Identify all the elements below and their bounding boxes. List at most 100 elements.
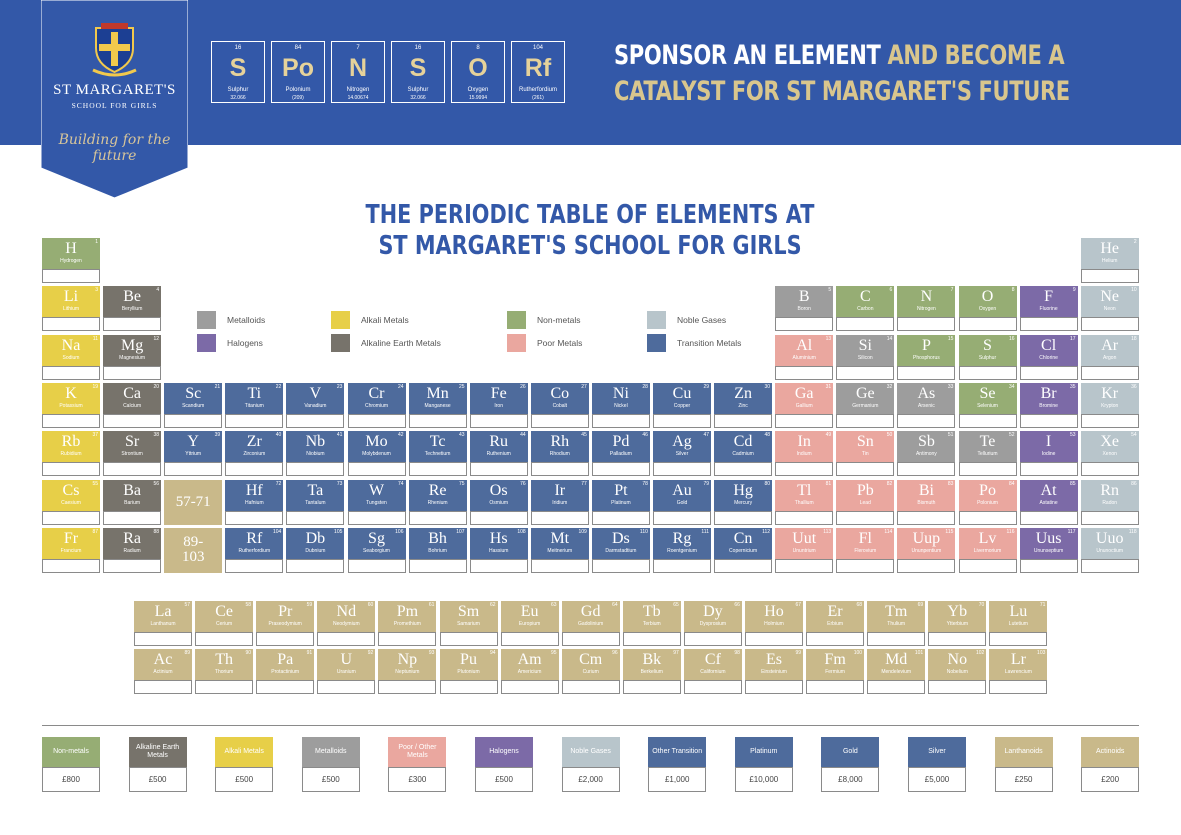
sponsor-name-box[interactable] [1019,413,1078,428]
element-te[interactable]: Te Tellurium 52 [958,431,1017,477]
element-ne[interactable]: Ne Neon 10 [1080,286,1139,332]
element-ti[interactable]: Ti Titanium 22 [225,382,284,428]
element-pt[interactable]: Pt Platinum 78 [591,479,650,525]
sponsor-name-box[interactable] [836,317,895,332]
sponsor-name-box[interactable] [867,680,926,694]
element-zn[interactable]: Zn Zinc 30 [714,382,773,428]
sponsor-name-box[interactable] [347,558,406,573]
element-er[interactable]: Er Erbium 68 [806,601,865,646]
element-cu[interactable]: Cu Copper 29 [653,382,711,428]
sponsor-name-box[interactable] [591,510,650,525]
sponsor-name-box[interactable] [989,680,1048,694]
sponsor-name-box[interactable] [469,462,528,477]
sponsor-name-box[interactable] [958,462,1017,477]
element-fl[interactable]: Fl Flerovium 114 [836,527,895,573]
sponsor-name-box[interactable] [286,413,345,428]
element-c[interactable]: C Carbon 6 [836,286,895,332]
element-fm[interactable]: Fm Fermium 100 [806,649,865,694]
sponsor-name-box[interactable] [164,462,223,477]
element-xe[interactable]: Xe Xenon 54 [1080,431,1139,477]
sponsor-name-box[interactable] [836,413,895,428]
sponsor-name-box[interactable] [745,680,803,694]
sponsor-name-box[interactable] [469,413,528,428]
sponsor-name-box[interactable] [653,510,711,525]
element-w[interactable]: W Tungsten 74 [347,479,406,525]
element-pb[interactable]: Pb Lead 82 [836,479,895,525]
sponsor-name-box[interactable] [714,462,773,477]
sponsor-name-box[interactable] [42,462,100,477]
element-as[interactable]: As Arsenic 33 [897,382,956,428]
element-hg[interactable]: Hg Mercury 80 [714,479,773,525]
element-tl[interactable]: Tl Thallium 81 [775,479,834,525]
element-hs[interactable]: Hs Hassium 108 [469,527,528,573]
sponsor-name-box[interactable] [317,680,376,694]
element-ca[interactable]: Ca Calcium 20 [103,382,162,428]
element-ba[interactable]: Ba Barium 56 [103,479,162,525]
element-at[interactable]: At Astatine 85 [1019,479,1078,525]
sponsor-name-box[interactable] [1080,413,1139,428]
sponsor-name-box[interactable] [958,558,1017,573]
sponsor-name-box[interactable] [1080,558,1139,573]
sponsor-name-box[interactable] [500,632,559,646]
element-au[interactable]: Au Gold 79 [653,479,711,525]
element-uup[interactable]: Uup Ununpentium 115 [897,527,956,573]
element-s[interactable]: S Sulphur 16 [958,334,1017,380]
sponsor-name-box[interactable] [469,510,528,525]
sponsor-name-box[interactable] [714,558,773,573]
sponsor-name-box[interactable] [42,365,100,380]
sponsor-name-box[interactable] [622,680,681,694]
sponsor-name-box[interactable] [989,632,1048,646]
sponsor-name-box[interactable] [317,632,376,646]
sponsor-name-box[interactable] [1019,462,1078,477]
element-pm[interactable]: Pm Promethium 61 [378,601,437,646]
element-p[interactable]: P Phosphorus 15 [897,334,956,380]
sponsor-name-box[interactable] [1019,317,1078,332]
element-uuo[interactable]: Uuo Ununoctium 118 [1080,527,1139,573]
element-mn[interactable]: Mn Manganese 25 [408,382,467,428]
element-mg[interactable]: Mg Magnesium 12 [103,334,162,380]
element-dy[interactable]: Dy Dysprosium 66 [683,601,742,646]
element-lv[interactable]: Lv Livermorium 116 [958,527,1017,573]
element-cd[interactable]: Cd Cadmium 48 [714,431,773,477]
element-co[interactable]: Co Cobalt 27 [530,382,589,428]
element-sn[interactable]: Sn Tin 50 [836,431,895,477]
element-rn[interactable]: Rn Radon 86 [1080,479,1139,525]
sponsor-name-box[interactable] [134,680,192,694]
sponsor-name-box[interactable] [256,680,315,694]
sponsor-name-box[interactable] [653,462,711,477]
sponsor-name-box[interactable] [745,632,803,646]
element-in[interactable]: In Indium 49 [775,431,834,477]
sponsor-name-box[interactable] [653,558,711,573]
sponsor-name-box[interactable] [103,510,162,525]
sponsor-name-box[interactable] [42,558,100,573]
element-fr[interactable]: Fr Francium 87 [42,527,100,573]
sponsor-name-box[interactable] [1080,317,1139,332]
element-mo[interactable]: Mo Molybdenum 42 [347,431,406,477]
element-br[interactable]: Br Bromine 35 [1019,382,1078,428]
sponsor-name-box[interactable] [42,510,100,525]
sponsor-name-box[interactable] [775,317,834,332]
element-tb[interactable]: Tb Terbium 65 [622,601,681,646]
sponsor-name-box[interactable] [1080,269,1139,283]
element-cn[interactable]: Cn Copernicium 112 [714,527,773,573]
element-ce[interactable]: Ce Cerium 58 [195,601,254,646]
element-re[interactable]: Re Rhenium 75 [408,479,467,525]
element-pr[interactable]: Pr Praseodymium 59 [256,601,315,646]
element-np[interactable]: Np Neptunium 93 [378,649,437,694]
sponsor-name-box[interactable] [103,558,162,573]
sponsor-name-box[interactable] [958,413,1017,428]
element-th[interactable]: Th Thorium 90 [195,649,254,694]
element-cl[interactable]: Cl Chlorine 17 [1019,334,1078,380]
element-pa[interactable]: Pa Protactinium 91 [256,649,315,694]
sponsor-name-box[interactable] [42,269,100,283]
element-cf[interactable]: Cf Californium 98 [683,649,742,694]
sponsor-name-box[interactable] [103,413,162,428]
element-md[interactable]: Md Mendelevium 101 [867,649,926,694]
sponsor-name-box[interactable] [958,510,1017,525]
element-ho[interactable]: Ho Holmium 67 [745,601,803,646]
element-es[interactable]: Es Einsteinium 99 [745,649,803,694]
sponsor-name-box[interactable] [225,558,284,573]
element-ac[interactable]: Ac Actinium 89 [134,649,192,694]
element-ir[interactable]: Ir Iridium 77 [530,479,589,525]
sponsor-name-box[interactable] [378,680,437,694]
